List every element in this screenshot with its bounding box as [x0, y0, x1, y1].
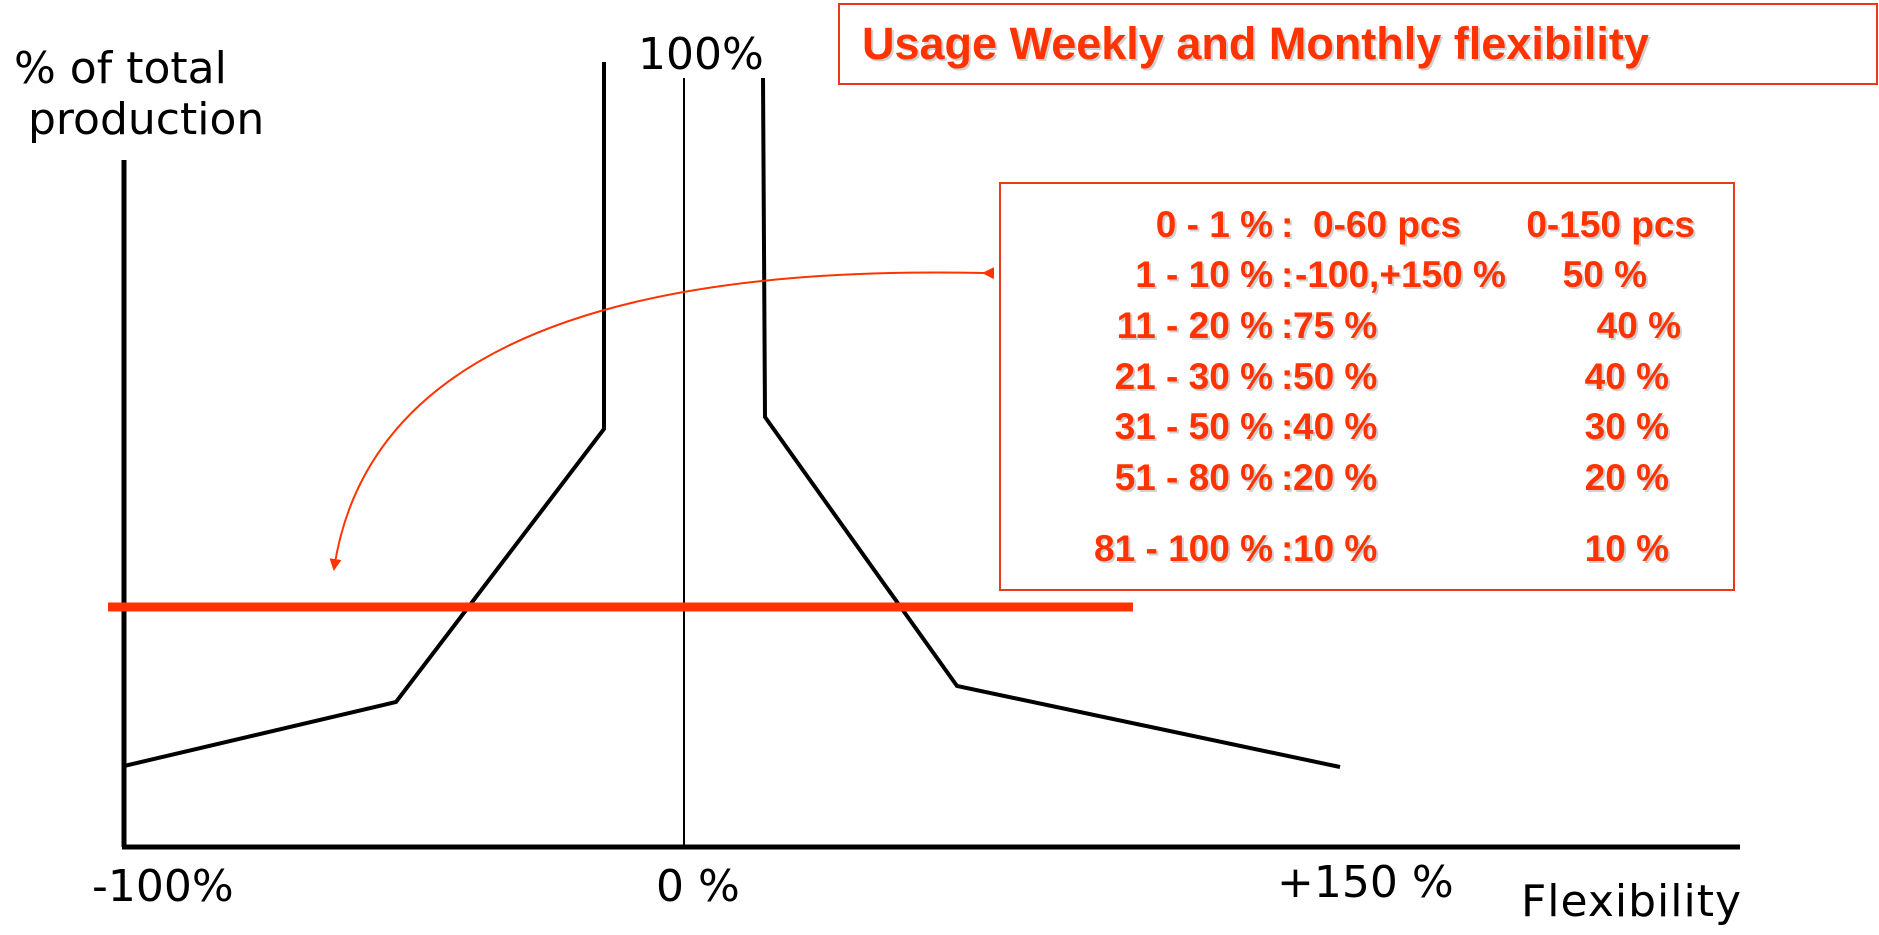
title-box: Usage Weekly and Monthly flexibility — [838, 3, 1878, 85]
row-weekly: 0-60 pcs — [1313, 204, 1462, 245]
table-row: 21 - 30 % : 50 % 40 % — [1001, 356, 1737, 400]
row-monthly: 30 % — [1584, 406, 1669, 447]
row-monthly: 50 % — [1562, 254, 1647, 295]
row-separator: : — [1281, 457, 1294, 498]
table-row: 11 - 20 % : 75 % 40 % — [1001, 305, 1737, 349]
y-axis-label-line2: production — [28, 93, 265, 145]
row-range: 31 - 50 % — [1114, 406, 1273, 447]
row-weekly: 40 % — [1293, 406, 1378, 447]
x-tick-right: +150 % — [1277, 857, 1454, 908]
row-monthly: 10 % — [1584, 528, 1669, 569]
table-row: 0 - 1 % : 0-60 pcs 0-150 pcs — [1001, 204, 1737, 248]
x-tick-left: -100% — [92, 861, 234, 912]
row-separator: : — [1281, 406, 1294, 447]
row-range: 51 - 80 % — [1114, 457, 1273, 498]
row-separator: : — [1281, 356, 1294, 397]
row-range: 1 - 10 % — [1135, 254, 1273, 295]
table-row: 31 - 50 % : 40 % 30 % — [1001, 406, 1737, 450]
table-row: 81 - 100 % : 10 % 10 % — [1001, 528, 1737, 572]
y-axis-label-line1: % of total — [14, 43, 227, 94]
table-row: 51 - 80 % : 20 % 20 % — [1001, 457, 1737, 501]
left-curve — [123, 62, 606, 768]
row-separator: : — [1281, 204, 1294, 245]
flexibility-table: 0 - 1 % : 0-60 pcs 0-150 pcs 1 - 10 % : … — [999, 182, 1735, 591]
row-separator: : — [1281, 305, 1294, 346]
x-axis-label: Flexibility — [1521, 876, 1742, 927]
row-range: 11 - 20 % — [1116, 305, 1273, 346]
diagram-title: Usage Weekly and Monthly flexibility — [862, 18, 1649, 69]
row-weekly: 50 % — [1293, 356, 1378, 397]
row-monthly: 20 % — [1584, 457, 1669, 498]
row-range: 21 - 30 % — [1114, 356, 1273, 397]
row-monthly: 0-150 pcs — [1526, 204, 1695, 245]
row-weekly: 10 % — [1293, 528, 1378, 569]
row-range: 81 - 100 % — [1094, 528, 1273, 569]
row-separator: : — [1281, 254, 1294, 295]
y-axis-label: % of total production — [14, 43, 265, 145]
row-range: 0 - 1 % — [1155, 204, 1273, 245]
x-tick-center: 0 % — [656, 861, 740, 912]
table-row: 1 - 10 % : -100,+150 % 50 % — [1001, 254, 1737, 298]
link-arrow — [329, 267, 995, 571]
row-weekly: 20 % — [1293, 457, 1378, 498]
row-weekly: -100,+150 % — [1295, 254, 1506, 295]
row-separator: : — [1281, 528, 1294, 569]
row-monthly: 40 % — [1596, 305, 1681, 346]
row-weekly: 75 % — [1293, 305, 1378, 346]
row-monthly: 40 % — [1584, 356, 1669, 397]
top-axis-label: 100% — [638, 29, 764, 80]
